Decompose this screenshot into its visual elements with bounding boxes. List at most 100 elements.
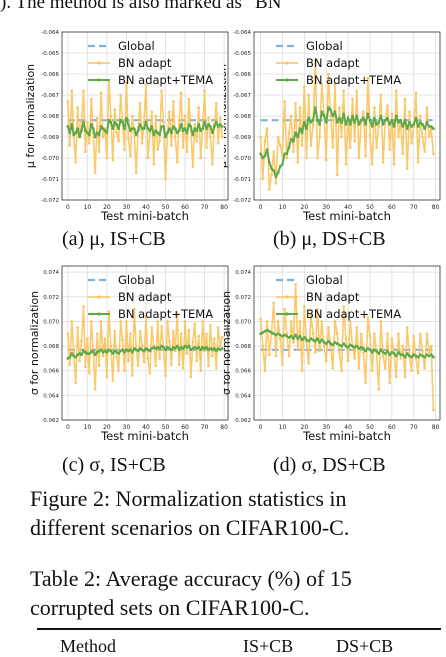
bn-adapt-point	[105, 156, 109, 160]
y-tick-label: -0.065	[233, 51, 251, 57]
y-tick-label: -0.064	[41, 30, 59, 36]
bn-adapt-point	[278, 144, 282, 147]
figure-caption-line2: different scenarios on CIFAR100-C.	[30, 515, 350, 540]
bn-adapt-point	[203, 349, 206, 353]
bn-adapt-point	[115, 355, 118, 359]
bn-adapt-point	[294, 283, 297, 286]
bn-adapt-tema-point	[366, 112, 370, 116]
legend-marker	[97, 312, 101, 316]
bn-adapt-tema-point	[320, 110, 324, 114]
bn-adapt-tema-point	[220, 347, 224, 350]
bn-adapt-tema-point	[390, 118, 394, 122]
bn-adapt-point	[316, 156, 319, 160]
bn-adapt-point	[405, 167, 409, 170]
bn-adapt-tema-point	[342, 112, 346, 116]
y-axis-label: σ for normalization	[224, 291, 233, 395]
table-header-is-cb: IS+CB	[243, 636, 294, 656]
bn-adapt-tema-point	[173, 347, 177, 350]
bn-adapt-point	[427, 135, 431, 139]
bn-adapt-tema-point	[397, 350, 400, 354]
bn-adapt-point	[386, 332, 389, 336]
bn-adapt-tema-point	[353, 345, 357, 349]
bn-adapt-point	[172, 100, 175, 103]
y-tick-label: 0.070	[235, 319, 251, 325]
bn-adapt-point	[320, 83, 324, 86]
bn-adapt-tema-point	[276, 171, 280, 175]
subfigure-caption-a: (a) μ, IS+CB	[62, 228, 166, 250]
bn-adapt-tema-point	[220, 125, 224, 128]
bn-adapt-tema-point	[169, 131, 173, 135]
bn-adapt-point	[370, 163, 374, 166]
x-tick-label: 70	[410, 204, 418, 211]
y-tick-label: 0.062	[43, 418, 59, 424]
bn-adapt-tema-point	[386, 349, 389, 353]
bn-adapt-point	[68, 363, 72, 366]
bn-adapt-tema-point	[383, 118, 387, 122]
legend-label: BN adapt	[118, 290, 172, 304]
bn-adapt-point	[292, 150, 295, 153]
bn-adapt-tema-point	[84, 129, 87, 133]
bn-adapt-tema-point	[364, 349, 367, 353]
bn-adapt-point	[162, 121, 165, 124]
bn-adapt-tema-point	[322, 114, 326, 118]
legend-marker	[97, 61, 101, 65]
bn-adapt-point	[187, 328, 191, 332]
bn-adapt-point	[115, 131, 118, 135]
bn-adapt-tema-point	[423, 355, 427, 359]
bn-adapt-point	[177, 363, 181, 366]
bn-adapt-point	[80, 339, 83, 343]
bn-adapt-point	[119, 320, 122, 323]
bn-adapt-tema-point	[410, 355, 413, 359]
bn-adapt-point	[127, 359, 130, 363]
bn-adapt-tema-point	[353, 120, 357, 124]
bn-adapt-point	[123, 369, 126, 373]
bn-adapt-point	[113, 329, 117, 333]
bn-adapt-point	[344, 163, 348, 166]
bn-adapt-tema-point	[285, 152, 289, 156]
bn-adapt-point	[68, 144, 72, 147]
bn-adapt-tema-point	[327, 106, 330, 109]
bn-adapt-point	[95, 116, 99, 120]
x-tick-label: 60	[181, 424, 189, 431]
bn-adapt-tema-point	[342, 342, 346, 346]
bn-adapt-point	[191, 165, 195, 168]
bn-adapt-tema-point	[368, 348, 372, 352]
bn-adapt-point	[66, 332, 70, 336]
bn-adapt-point	[370, 369, 374, 373]
bn-adapt-point	[272, 301, 275, 305]
bn-adapt-point	[191, 341, 195, 344]
bn-adapt-tema-point	[302, 120, 306, 124]
bn-adapt-tema-point	[195, 129, 199, 133]
bn-adapt-point	[329, 114, 332, 118]
bn-adapt-point	[414, 91, 418, 95]
bn-adapt-tema-point	[105, 350, 109, 354]
bn-adapt-point	[366, 316, 370, 320]
bn-adapt-tema-point	[107, 118, 111, 122]
bn-adapt-tema-point	[291, 337, 295, 341]
bn-adapt-tema-point	[366, 347, 370, 350]
bn-adapt-tema-point	[201, 127, 205, 130]
bn-adapt-point	[403, 375, 407, 379]
table-top-rule	[37, 628, 441, 630]
bn-adapt-tema-point	[89, 123, 93, 126]
bn-adapt-tema-point	[76, 127, 80, 130]
bn-adapt-tema-point	[381, 350, 385, 354]
bn-adapt-point	[175, 160, 179, 164]
bn-adapt-point	[103, 337, 107, 340]
bn-adapt-point	[74, 381, 77, 385]
bn-adapt-point	[197, 334, 201, 338]
y-tick-label: -0.068	[233, 114, 251, 120]
bn-adapt-tema-point	[185, 131, 189, 135]
bn-adapt-tema-point	[348, 343, 352, 347]
bn-adapt-point	[265, 127, 269, 130]
bn-adapt-point	[154, 364, 158, 368]
bn-adapt-point	[305, 156, 308, 160]
bn-adapt-tema-point	[416, 125, 420, 128]
plot-frame	[253, 31, 441, 201]
bn-adapt-tema-point	[214, 120, 218, 124]
legend-label: BN adapt+TEMA	[306, 307, 401, 321]
bn-adapt-tema-point	[351, 344, 354, 348]
y-tick-label: 0.062	[235, 418, 251, 424]
y-tick-label: -0.069	[41, 135, 59, 141]
bn-adapt-point	[99, 91, 103, 95]
